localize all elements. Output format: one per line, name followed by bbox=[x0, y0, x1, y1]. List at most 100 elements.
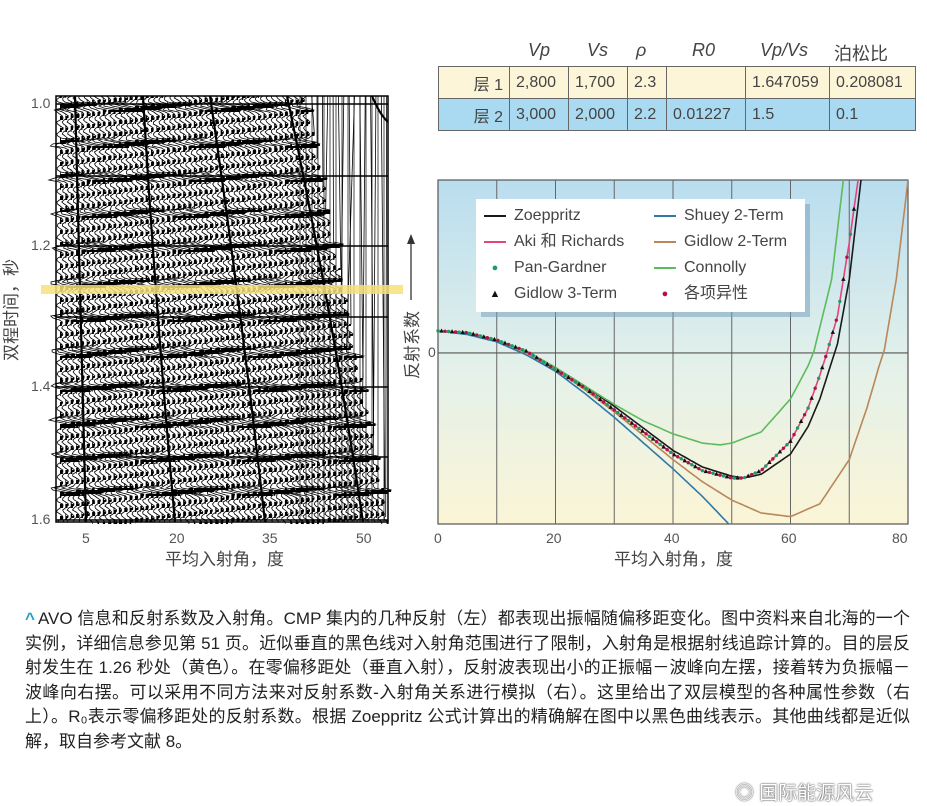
dot-marker bbox=[665, 447, 669, 452]
dot-marker bbox=[728, 476, 733, 480]
x-tick: 20 bbox=[169, 530, 185, 546]
chart-markers bbox=[436, 206, 857, 480]
wiggle-fill bbox=[177, 100, 189, 518]
dot-marker bbox=[690, 462, 694, 467]
wiggle-trace bbox=[79, 95, 104, 523]
dot-marker bbox=[845, 255, 849, 259]
wiggle-trace bbox=[311, 95, 335, 523]
dot-marker bbox=[489, 336, 493, 341]
wiggle-fill bbox=[359, 378, 371, 520]
watermark: ◎ 国际能源风云 bbox=[735, 783, 874, 804]
wiggle-fill bbox=[258, 96, 269, 520]
triangle-marker bbox=[746, 473, 751, 478]
triangle-marker bbox=[619, 412, 624, 417]
dot-marker bbox=[637, 426, 641, 431]
dot-marker bbox=[563, 373, 567, 378]
triangle-marker bbox=[798, 418, 804, 423]
dot-marker bbox=[753, 471, 757, 475]
dot-marker bbox=[795, 426, 800, 430]
cell: 0.01227 bbox=[666, 98, 746, 131]
wiggle-fill bbox=[81, 102, 93, 518]
dot-marker bbox=[475, 333, 479, 337]
wiggle-fill bbox=[284, 100, 296, 524]
triangle-marker-icon: ▲ bbox=[489, 288, 501, 300]
triangle-marker bbox=[703, 468, 709, 474]
triangle-marker bbox=[650, 436, 656, 441]
wiggle-fill bbox=[290, 100, 301, 524]
triangle-marker bbox=[640, 428, 645, 433]
series-line-Shuey-2-Term bbox=[438, 330, 730, 524]
y-tick: 1.2 bbox=[31, 237, 51, 253]
cell: 3,000 bbox=[509, 98, 569, 131]
dot-marker-icon: ● bbox=[491, 262, 499, 274]
dot-marker bbox=[647, 434, 652, 439]
dot-marker bbox=[700, 468, 705, 473]
wiggle-fill bbox=[108, 98, 120, 524]
wiggle-fill bbox=[161, 96, 173, 520]
dot-marker bbox=[517, 346, 521, 351]
wiggle-fill bbox=[215, 96, 227, 524]
triangle-marker bbox=[735, 475, 740, 480]
dot-marker bbox=[676, 455, 680, 459]
dot-marker bbox=[580, 384, 585, 389]
angle-limit-line bbox=[73, 95, 88, 523]
triangle-marker bbox=[693, 464, 698, 469]
triangle-marker bbox=[767, 459, 772, 465]
wiggle-fill bbox=[252, 96, 264, 520]
table-row: 层 2 3,000 2,000 2.2 0.01227 1.5 0.1 bbox=[438, 98, 916, 131]
triangle-marker bbox=[576, 381, 582, 386]
wiggle-trace bbox=[117, 95, 142, 523]
cell: 1.5 bbox=[745, 98, 830, 131]
legend-item-shuey: Shuey 2-Term bbox=[654, 205, 784, 227]
wiggle-trace bbox=[263, 95, 286, 523]
dot-marker bbox=[499, 340, 504, 344]
dot-marker bbox=[506, 342, 511, 347]
wiggle-trace bbox=[214, 95, 238, 523]
dot-marker bbox=[573, 380, 578, 384]
dot-marker bbox=[549, 364, 553, 369]
triangle-marker bbox=[788, 438, 793, 443]
dot-marker bbox=[552, 367, 557, 371]
triangle-marker bbox=[830, 329, 835, 334]
dot-marker bbox=[527, 351, 532, 355]
wiggle-trace bbox=[197, 95, 223, 523]
dot-marker bbox=[605, 402, 609, 407]
wiggle-trace bbox=[170, 95, 196, 523]
dot-marker bbox=[824, 354, 828, 359]
dot-marker bbox=[538, 358, 542, 362]
wiggle-trace bbox=[251, 95, 274, 523]
caret-icon: ^ bbox=[25, 609, 35, 628]
dot-marker bbox=[612, 408, 616, 412]
wiggle-fill bbox=[102, 98, 114, 524]
caption-text: AVO 信息和反射系数及入射角。CMP 集内的几种反射（左）都表现出振幅随偏移距… bbox=[25, 609, 910, 751]
dot-marker bbox=[732, 476, 736, 480]
triangle-marker bbox=[661, 444, 666, 449]
dot-marker bbox=[591, 392, 595, 396]
cell: 2.3 bbox=[627, 66, 667, 99]
wiggle-fill bbox=[295, 98, 307, 524]
dot-marker bbox=[739, 476, 743, 480]
x-tick: 80 bbox=[892, 530, 908, 546]
dot-marker bbox=[443, 329, 447, 333]
angle-limit-line bbox=[285, 95, 365, 523]
cell: 0.208081 bbox=[829, 66, 916, 99]
dot-marker bbox=[453, 330, 458, 334]
dot-marker bbox=[792, 432, 796, 437]
dot-marker-icon: ● bbox=[661, 288, 669, 300]
wiggle-trace bbox=[155, 95, 180, 523]
wiggle-trace bbox=[160, 95, 185, 523]
triangle-marker bbox=[534, 355, 539, 360]
dot-marker bbox=[781, 446, 786, 450]
legend-item-gidlow2: Gidlow 2-Term bbox=[654, 231, 787, 253]
y-tick: 1.4 bbox=[31, 378, 51, 394]
dot-marker bbox=[485, 335, 490, 340]
wiggle-fill bbox=[188, 100, 200, 524]
wiggle-fill bbox=[59, 96, 72, 520]
dot-marker bbox=[633, 424, 638, 428]
x-tick: 20 bbox=[546, 530, 562, 546]
y-tick: 1.6 bbox=[31, 511, 51, 527]
triangle-marker bbox=[671, 452, 677, 457]
seismic-frame bbox=[55, 95, 389, 523]
dot-marker bbox=[802, 413, 807, 417]
arrow-head-icon bbox=[407, 234, 415, 244]
